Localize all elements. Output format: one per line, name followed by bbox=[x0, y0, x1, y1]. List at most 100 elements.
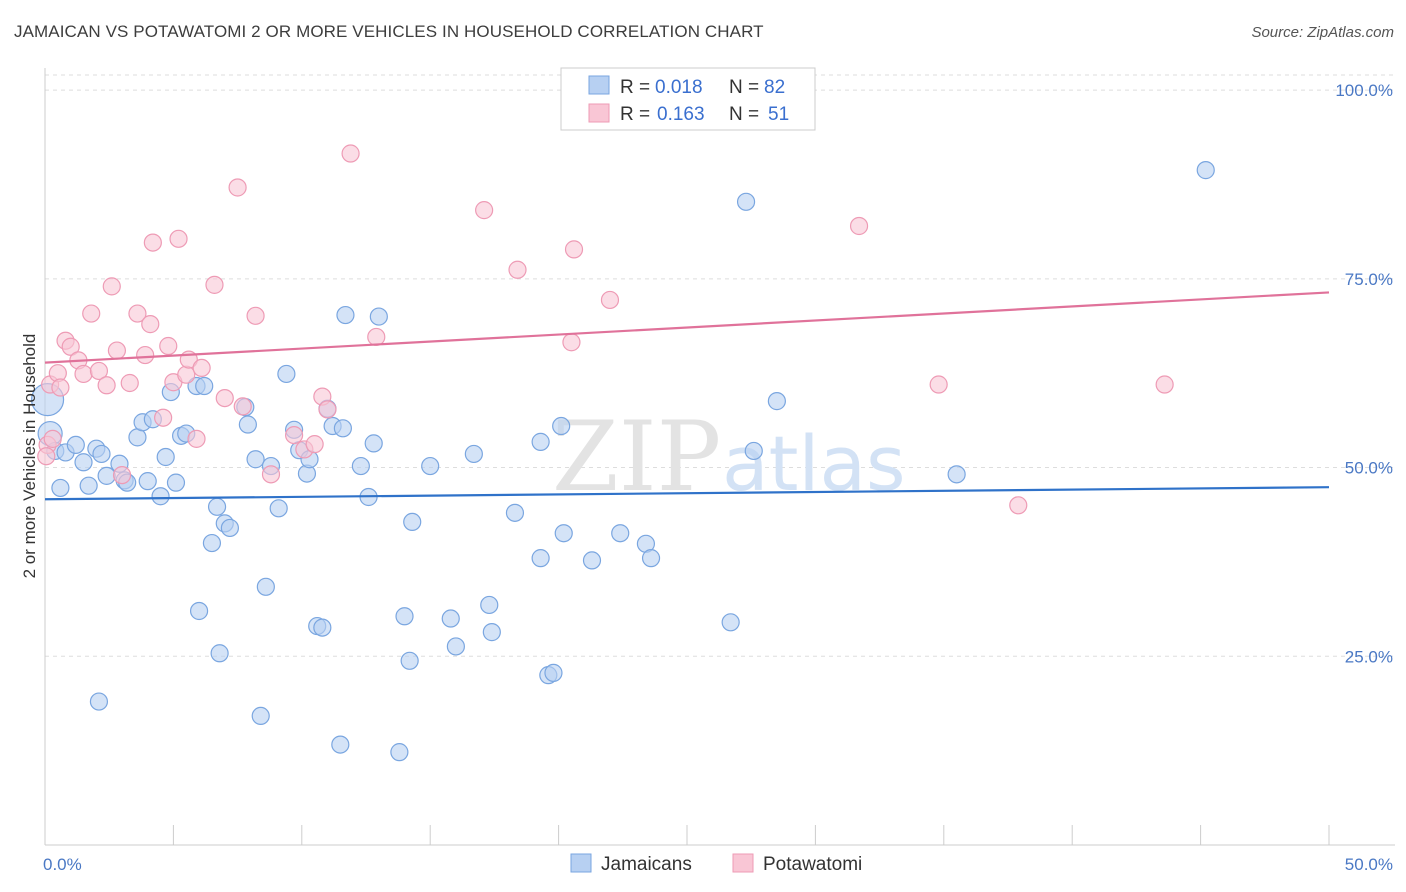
jamaican-point bbox=[767, 392, 786, 411]
jamaican-point bbox=[269, 499, 288, 518]
potawatomi-point bbox=[37, 447, 56, 466]
potawatomi-point bbox=[562, 333, 581, 352]
jamaican-point bbox=[744, 441, 763, 461]
jamaican-point bbox=[611, 524, 630, 543]
potawatomi-point bbox=[600, 290, 620, 310]
stats-legend: R = 0.018 N = 82 R = 0.163 N = 51 bbox=[560, 67, 816, 131]
watermark-atlas: atlas bbox=[722, 419, 906, 508]
x-tick-labels: 0.0% 50.0% bbox=[43, 855, 1393, 874]
chart-title: JAMAICAN VS POTAWATOMI 2 OR MORE VEHICLE… bbox=[14, 22, 764, 41]
jamaican-point bbox=[464, 444, 483, 464]
jamaican-point bbox=[74, 453, 93, 472]
potawatomi-point bbox=[177, 365, 196, 384]
jamaican-point bbox=[151, 487, 170, 506]
potawatomi-point bbox=[128, 304, 147, 323]
jamaican-point bbox=[256, 577, 275, 596]
potawatomi-point bbox=[1009, 496, 1028, 515]
jamaican-point bbox=[736, 192, 756, 211]
y-tick-label: 75.0% bbox=[1345, 270, 1393, 289]
legend-swatch-potawatomi bbox=[732, 853, 754, 873]
potawatomi-point bbox=[136, 345, 155, 365]
potawatomi-point bbox=[141, 315, 160, 334]
potawatomi-point bbox=[341, 144, 360, 163]
jamaican-point bbox=[1196, 161, 1215, 180]
potawatomi-point bbox=[233, 397, 252, 416]
potawatomi-point bbox=[159, 336, 178, 356]
jamaican-point bbox=[189, 601, 209, 621]
potawatomi-point bbox=[51, 378, 70, 397]
jamaican-point bbox=[195, 376, 214, 396]
jamaican-point bbox=[403, 512, 422, 532]
jamaican-point bbox=[333, 419, 352, 438]
legend-r-value: 0.163 bbox=[657, 104, 705, 125]
potawatomi-point bbox=[564, 240, 584, 259]
legend-r-label: R = bbox=[620, 104, 650, 125]
x-tick-label: 50.0% bbox=[1345, 855, 1393, 874]
potawatomi-point bbox=[318, 400, 337, 419]
legend-n-value: 51 bbox=[768, 104, 789, 125]
jamaican-point bbox=[531, 549, 550, 568]
jamaican-point bbox=[138, 472, 157, 491]
watermark: ZIP atlas bbox=[552, 401, 906, 513]
potawatomi-points bbox=[37, 144, 1174, 515]
series-legend: Jamaicans Potawatomi bbox=[570, 853, 862, 875]
potawatomi-point bbox=[97, 376, 116, 395]
jamaican-point bbox=[554, 524, 573, 543]
potawatomi-trend-line bbox=[44, 291, 1330, 364]
legend-label-jamaicans: Jamaicans bbox=[601, 854, 692, 875]
potawatomi-point bbox=[205, 275, 224, 294]
x-tick-label: 0.0% bbox=[43, 855, 82, 874]
jamaican-point bbox=[947, 465, 966, 484]
watermark-zip: ZIP bbox=[552, 401, 721, 513]
jamaican-point bbox=[721, 613, 740, 632]
jamaican-point bbox=[246, 450, 265, 469]
jamaican-point bbox=[156, 447, 175, 467]
jamaican-point bbox=[395, 607, 414, 626]
jamaican-point bbox=[238, 415, 257, 434]
potawatomi-point bbox=[74, 364, 93, 384]
jamaican-point bbox=[369, 307, 388, 326]
potawatomi-point bbox=[367, 327, 386, 347]
jamaican-point bbox=[207, 497, 227, 516]
jamaican-point bbox=[97, 466, 116, 485]
jamaican-point bbox=[66, 435, 85, 455]
potawatomi-point bbox=[1155, 375, 1174, 394]
potawatomi-point bbox=[102, 277, 121, 296]
potawatomi-point bbox=[475, 201, 494, 220]
potawatomi-point bbox=[305, 435, 324, 454]
jamaican-point bbox=[79, 476, 98, 495]
axes bbox=[44, 68, 1395, 846]
grid-lines bbox=[45, 74, 1395, 657]
jamaican-trend-line bbox=[44, 486, 1330, 501]
jamaican-point bbox=[421, 456, 440, 476]
jamaican-point bbox=[251, 706, 270, 726]
jamaican-point bbox=[92, 444, 111, 464]
trend-lines bbox=[44, 291, 1330, 501]
jamaican-point bbox=[552, 416, 571, 436]
source-label: Source: ZipAtlas.com bbox=[1251, 24, 1394, 41]
jamaican-point bbox=[482, 623, 501, 642]
jamaican-point bbox=[441, 609, 460, 628]
y-tick-labels: 25.0% 50.0% 75.0% 100.0% bbox=[1335, 81, 1393, 666]
jamaican-point bbox=[544, 663, 563, 682]
legend-swatch-potawatomi bbox=[588, 103, 610, 123]
jamaican-point bbox=[364, 434, 383, 453]
potawatomi-point bbox=[187, 429, 206, 448]
potawatomi-point bbox=[508, 260, 527, 279]
jamaican-point bbox=[351, 456, 370, 476]
y-tick-label: 100.0% bbox=[1335, 81, 1393, 100]
legend-n-value: 82 bbox=[764, 77, 785, 98]
jamaican-point bbox=[313, 618, 332, 637]
legend-swatch-jamaicans bbox=[588, 75, 610, 95]
legend-label-potawatomi: Potawatomi bbox=[763, 854, 862, 875]
jamaican-point bbox=[505, 503, 525, 522]
jamaican-point bbox=[400, 651, 419, 670]
potawatomi-point bbox=[284, 425, 304, 445]
jamaican-point bbox=[531, 432, 550, 451]
legend-r-value: 0.018 bbox=[655, 77, 703, 98]
jamaican-point bbox=[446, 637, 465, 656]
potawatomi-point bbox=[169, 229, 188, 248]
jamaican-point bbox=[128, 428, 147, 447]
potawatomi-point bbox=[849, 216, 869, 236]
